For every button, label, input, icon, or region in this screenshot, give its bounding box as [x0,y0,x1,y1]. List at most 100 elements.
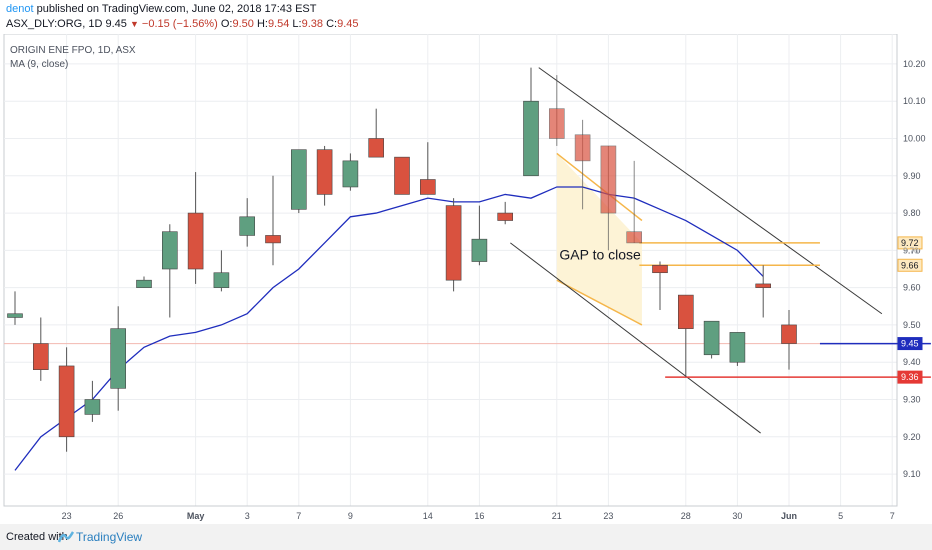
legend-title: ORIGIN ENE FPO, 1D, ASX [10,45,136,56]
gap-upper-edge [556,152,643,222]
candle-down [574,134,591,162]
candle-down [368,138,385,158]
y-tick-label: 9.80 [903,208,921,218]
x-tick-label: 3 [245,511,250,521]
candle-down [652,264,668,274]
close-value: 9.45 [337,18,359,30]
legend-ma: MA (9, close) [10,59,69,70]
candle-up [136,279,152,288]
x-tick-label: 23 [62,511,72,521]
candle-down [755,283,772,288]
candlestick-chart[interactable]: 23 26 May 3 7 9 14 16 21 23 28 30 Jun 5 7 9.10 9.20 9.30 9… [0,33,932,524]
candle-up [213,272,230,288]
close-label: C: [326,18,338,30]
candle-down [677,294,694,329]
chart-legend: ORIGIN ENE FPO, 1D, ASX MA (9, close) [10,44,136,72]
created-with-label: Created with [6,531,68,543]
candle-up [703,320,720,356]
high-value: 9.54 [267,18,290,30]
candle-down [419,179,436,195]
author-link[interactable]: denot [6,3,34,15]
low-value: 9.38 [301,18,324,30]
x-tick-label: 23 [603,511,613,521]
candle-down [445,205,462,281]
x-tick-label: 21 [552,511,562,521]
gap-shade [556,153,642,325]
candle-up [110,328,126,389]
candle-up [729,332,746,363]
candle-up [162,231,178,270]
candle-down [265,235,281,244]
ma-line [14,186,764,471]
candle-down [781,324,797,344]
candle-up [84,399,101,415]
candle-up [523,100,539,177]
y-tick-label: 10.10 [903,96,926,106]
tradingview-logo-icon[interactable] [57,530,75,543]
channel-lower-line [510,242,761,434]
x-tick-label: Jun [781,511,797,521]
last-price: 9.45 [105,18,127,30]
publish-info: published on TradingView.com, June 02, 2… [36,3,317,15]
channel-upper-line [538,67,883,315]
y-tick-label: 9.20 [903,432,921,442]
y-tick-label: 9.70 [903,245,921,255]
price-change: −0.15 (−1.56%) [141,18,218,30]
footer: Created with TradingView [0,524,932,550]
candle-down [58,365,75,438]
open-label: O: [220,18,233,30]
x-tick-label: 14 [423,511,433,521]
y-tick-minor-label: 9.70 [903,246,919,255]
x-tick-label: 16 [474,511,484,521]
y-tick-label: 10.00 [903,133,926,143]
high-label: H: [256,18,268,30]
level-price-box [897,370,923,384]
candle-down [32,343,49,370]
candle-down [316,149,333,195]
x-tick-label: 26 [113,511,123,521]
low-label: L: [292,18,302,30]
y-tick-label: 10.20 [903,59,926,69]
x-tick-label: May [187,511,205,521]
publish-line: denot published on TradingView.com, June… [6,3,316,15]
x-tick-label: 30 [732,511,742,521]
gap-lower-edge [556,279,643,326]
candle-down [548,108,565,139]
y-tick-label: 9.10 [903,469,921,479]
level-price-label: 9.72 [901,238,919,248]
gap-annotation: GAP to close [559,246,641,262]
level-price-box [897,258,923,272]
y-tick-label: 9.30 [903,395,921,405]
chart-area[interactable]: 23 26 May 3 7 9 14 16 21 23 28 30 Jun 5 7 9.10 9.20 9.30 9… [0,33,932,524]
candle-up [290,149,307,210]
y-tick-label: 9.40 [903,357,921,367]
level-price-label: 9.45 [901,339,919,349]
candle-down [626,231,643,244]
y-tick-label: 9.50 [903,320,921,330]
level-price-label: 9.66 [901,260,919,270]
x-tick-label: 7 [890,511,895,521]
candle-down [497,212,514,221]
candle-down [600,145,617,214]
symbol-name: ASX_DLY:ORG, 1D [6,18,103,30]
level-price-box [897,337,923,351]
symbol-line: ASX_DLY:ORG, 1D 9.45 ▼ −0.15 (−1.56%) O:… [6,18,359,30]
candle-up [239,216,255,236]
candle-down [187,212,204,270]
open-value: 9.50 [232,18,254,30]
x-tick-label: 5 [838,511,843,521]
candle-up [7,313,23,318]
chart-header: denot published on TradingView.com, June… [0,0,932,34]
y-tick-label: 9.90 [903,171,921,181]
candle-up [471,238,488,262]
tradingview-brand[interactable]: TradingView [76,530,143,544]
candle-down [394,156,410,195]
x-tick-label: 7 [296,511,301,521]
level-price-box [897,236,923,250]
x-tick-label: 28 [681,511,691,521]
level-price-label: 9.36 [901,372,919,382]
candle-up [342,160,359,188]
down-arrow-icon: ▼ [129,19,139,29]
x-tick-label: 9 [348,511,353,521]
y-tick-label: 9.60 [903,283,921,293]
